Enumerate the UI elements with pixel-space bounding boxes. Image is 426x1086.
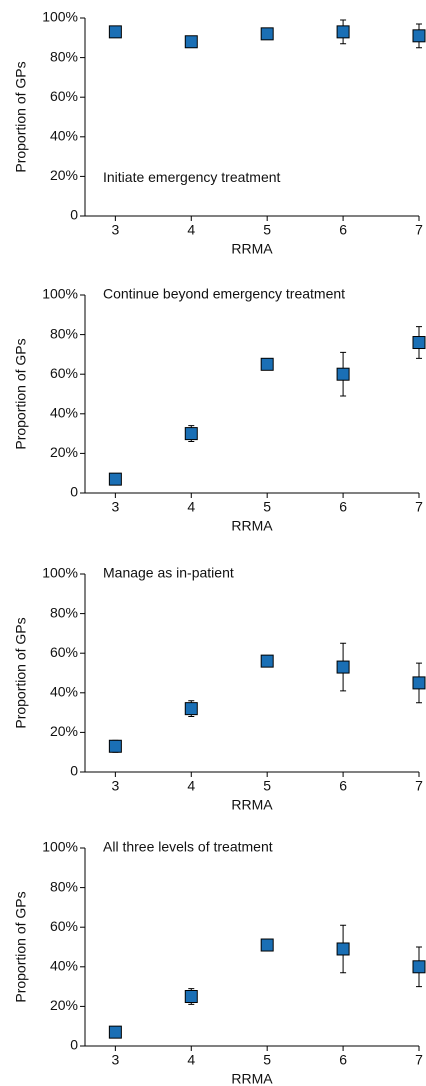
y-tick-label: 40% (50, 958, 78, 974)
x-tick-label: 3 (111, 778, 119, 794)
y-axis-label: Proportion of GPs (13, 338, 29, 449)
x-axis-label: RRMA (231, 797, 273, 813)
marker (336, 660, 350, 674)
x-tick-label: 5 (263, 222, 271, 238)
y-tick-label: 20% (50, 997, 78, 1013)
marker (260, 357, 274, 371)
y-tick-label: 80% (50, 325, 78, 341)
marker (412, 29, 426, 43)
y-tick-label: 20% (50, 723, 78, 739)
x-tick-label: 7 (415, 778, 423, 794)
marker (412, 336, 426, 350)
y-axis-label: Proportion of GPs (13, 61, 29, 172)
x-tick-label: 4 (187, 1052, 195, 1068)
y-tick-label: 0 (70, 484, 78, 500)
x-axis-label: RRMA (231, 518, 273, 534)
y-tick-label: 80% (50, 48, 78, 64)
y-tick-label: 40% (50, 405, 78, 421)
y-tick-label: 100% (42, 839, 78, 855)
x-tick-label: 3 (111, 1052, 119, 1068)
y-tick-label: 60% (50, 644, 78, 660)
marker (108, 1025, 122, 1039)
marker (412, 676, 426, 690)
x-tick-label: 4 (187, 499, 195, 515)
y-tick-label: 60% (50, 365, 78, 381)
x-tick-label: 6 (339, 1052, 347, 1068)
annotation: All three levels of treatment (103, 839, 273, 855)
marker (412, 960, 426, 974)
x-tick-label: 7 (415, 1052, 423, 1068)
marker (108, 472, 122, 486)
marker (260, 27, 274, 41)
y-tick-label: 40% (50, 128, 78, 144)
marker (108, 739, 122, 753)
y-tick-label: 100% (42, 9, 78, 25)
y-tick-label: 0 (70, 763, 78, 779)
y-axis-label: Proportion of GPs (13, 891, 29, 1002)
marker (184, 35, 198, 49)
marker (336, 942, 350, 956)
x-tick-label: 6 (339, 778, 347, 794)
marker (260, 938, 274, 952)
marker (260, 654, 274, 668)
x-axis-label: RRMA (231, 241, 273, 257)
y-tick-label: 100% (42, 286, 78, 302)
y-tick-label: 60% (50, 918, 78, 934)
x-tick-label: 3 (111, 499, 119, 515)
y-tick-label: 20% (50, 444, 78, 460)
marker (108, 25, 122, 39)
y-axis-label: Proportion of GPs (13, 617, 29, 728)
y-tick-label: 80% (50, 604, 78, 620)
y-tick-label: 20% (50, 167, 78, 183)
x-tick-label: 6 (339, 499, 347, 515)
x-tick-label: 4 (187, 778, 195, 794)
marker (184, 427, 198, 441)
x-tick-label: 3 (111, 222, 119, 238)
marker (336, 25, 350, 39)
x-tick-label: 7 (415, 499, 423, 515)
x-tick-label: 6 (339, 222, 347, 238)
x-tick-label: 5 (263, 499, 271, 515)
marker (184, 990, 198, 1003)
y-tick-label: 60% (50, 88, 78, 104)
x-tick-label: 4 (187, 222, 195, 238)
y-tick-label: 0 (70, 207, 78, 223)
annotation: Continue beyond emergency treatment (103, 286, 345, 302)
marker (184, 702, 198, 716)
y-tick-label: 0 (70, 1037, 78, 1053)
x-tick-label: 5 (263, 778, 271, 794)
y-tick-label: 80% (50, 878, 78, 894)
x-tick-label: 5 (263, 1052, 271, 1068)
marker (336, 367, 350, 381)
y-tick-label: 40% (50, 684, 78, 700)
x-axis-label: RRMA (231, 1071, 273, 1086)
y-tick-label: 100% (42, 565, 78, 581)
annotation: Manage as in-patient (103, 565, 234, 581)
annotation: Initiate emergency treatment (103, 169, 281, 185)
x-tick-label: 7 (415, 222, 423, 238)
